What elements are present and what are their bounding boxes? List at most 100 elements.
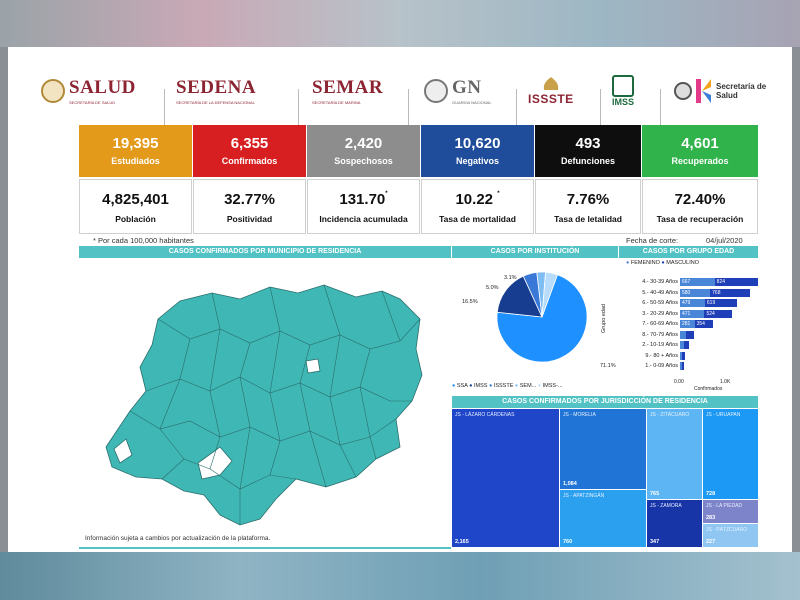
age-bar-femenino[interactable] <box>680 341 685 349</box>
tile-confirmados: 6,355 Confirmados <box>193 125 306 177</box>
divider <box>408 89 409 127</box>
interior-hole-east <box>305 358 321 374</box>
secretaria-salud-logo: Secretaría de Salud <box>674 65 772 117</box>
tile-estudiados: 19,395 Estudiados <box>79 125 192 177</box>
imss-emblem-icon <box>612 75 634 97</box>
age-group-label: 2.- 10-19 Años <box>642 342 678 348</box>
michoacan-state-shape <box>105 284 423 526</box>
age-row: 4.- 30-39 Años 667 824 <box>614 278 774 287</box>
age-bar-masculino[interactable] <box>682 362 685 370</box>
age-bar-femenino[interactable] <box>680 351 683 360</box>
kpi-poblacion: 4,825,401 Población <box>79 179 192 234</box>
tile-sospechosos: 2,420 Sospechosos <box>307 125 420 177</box>
dashboard-card: SALUD SECRETARÍA DE SALUD SEDENA SECRETA… <box>8 47 792 552</box>
kpi-letalidad: 7.76% Tasa de letalidad <box>535 179 641 234</box>
pie-label: 16.5% <box>462 299 478 305</box>
sedena-logo: SEDENA SECRETARÍA DE LA DEFENSA NACIONAL <box>176 77 257 105</box>
age-x-tick-0: 0.00 <box>674 379 684 385</box>
kpi-recuperacion: 72.40% Tasa de recuperación <box>642 179 758 234</box>
issste-emblem-icon <box>543 77 559 90</box>
tile-negativos: 10,620 Negativos <box>421 125 534 177</box>
state-seal-icon <box>674 82 692 100</box>
age-row: 8.- 70-79 Años <box>614 330 774 340</box>
pie-legend: ● SSA ● IMSS ● ISSSTE ● SEM... ● IMSS-..… <box>452 383 563 389</box>
age-bar-masculino[interactable]: 824 <box>714 278 758 286</box>
pie-slice-imss[interactable] <box>496 275 543 318</box>
legend-dot-icon: ● <box>452 383 456 389</box>
background-top-strip <box>0 0 800 47</box>
treemap-cell-apatzingan[interactable]: JS - APATZINGÁN 760 <box>560 490 646 547</box>
age-row: 3.- 20-29 Años 471 524 <box>614 309 774 319</box>
section-bar-institution: CASOS POR INSTITUCIÓN <box>452 246 618 258</box>
kpi-incidencia: 131.70* Incidencia acumulada <box>307 179 420 234</box>
legend-dot-icon: ● <box>469 383 473 389</box>
pie-label: 3.1% <box>504 275 517 281</box>
divider <box>660 89 661 127</box>
age-bar-femenino[interactable]: 471 <box>680 309 705 318</box>
age-bar-masculino[interactable]: 619 <box>704 299 738 307</box>
age-bar-masculino[interactable] <box>684 341 689 349</box>
age-bar-masculino[interactable]: 354 <box>694 320 714 328</box>
legend-dot-icon: ● <box>626 260 630 266</box>
age-row: 9.- 80 + Años <box>614 351 774 361</box>
age-bar-femenino[interactable]: 479 <box>680 299 705 307</box>
treemap-cell-patzcuaro[interactable]: JS - PÁTZCUARO 227 <box>703 524 758 547</box>
age-row: 1.- 0-09 Años <box>614 362 774 371</box>
pie-slice-ssa[interactable] <box>496 274 588 363</box>
background-bottom-strip <box>0 552 800 600</box>
age-bar-femenino[interactable]: 580 <box>680 288 711 297</box>
kpi-positividad: 32.77% Positividad <box>193 179 306 234</box>
age-bar-masculino[interactable] <box>682 351 686 360</box>
divider <box>516 89 517 127</box>
age-bar-masculino[interactable]: 768 <box>710 288 751 297</box>
treemap-cell-morelia[interactable]: JS - MORELIA 1,084 <box>560 409 646 489</box>
treemap-cell-zamora[interactable]: JS - ZAMORA 347 <box>647 500 702 547</box>
legend-dot-icon: ● <box>661 260 665 266</box>
municipality-map <box>105 284 423 526</box>
age-x-tick-1: 1.0K <box>720 379 731 385</box>
cutoff-date: 04/jul/2020 <box>706 236 743 245</box>
age-group-label: 9.- 80 + Años <box>645 352 678 359</box>
institution-pie-chart: 71.1% 16.5% 5.0% 3.1% <box>462 271 616 369</box>
age-group-label: 6.- 50-59 Años <box>642 300 678 306</box>
disclaimer: Información sujeta a cambios por actuali… <box>85 535 271 542</box>
divider <box>298 89 299 127</box>
eagle-seal-icon <box>41 79 65 103</box>
age-bar-masculino[interactable]: 524 <box>704 309 732 318</box>
age-y-label: Grupo edad <box>601 303 607 333</box>
municipality-borders <box>129 284 421 525</box>
divider <box>164 89 165 127</box>
age-row: 7.- 60-69 Años 281 354 <box>614 320 774 329</box>
section-bar-map: CASOS CONFIRMADOS POR MUNICIPIO DE RESID… <box>79 246 451 258</box>
age-bar-femenino[interactable] <box>680 362 682 370</box>
imss-logo: IMSS <box>612 65 634 117</box>
tile-defunciones: 493 Defunciones <box>535 125 641 177</box>
gn-seal-icon <box>424 79 448 103</box>
age-bar-masculino[interactable] <box>686 330 695 339</box>
issste-logo: ISSSTE <box>528 65 574 117</box>
pie-label: 5.0% <box>486 285 499 291</box>
kpi-mortalidad: 10.22 * Tasa de mortalidad <box>421 179 534 234</box>
treemap-cell-lazaro-cardenas[interactable]: JS - LÁZARO CÁRDENAS 2,165 <box>452 409 559 547</box>
pie-slice-imss[interactable] <box>541 271 558 318</box>
age-group-label: 1.- 0-09 Años <box>645 363 678 369</box>
age-bar-femenino[interactable] <box>680 330 687 339</box>
age-bar-femenino[interactable]: 281 <box>680 320 695 328</box>
pie-label: 71.1% <box>600 363 616 369</box>
cutoff-label: Fecha de corte: <box>626 236 679 245</box>
header-logos: SALUD SECRETARÍA DE SALUD SEDENA SECRETA… <box>8 65 792 127</box>
map-bottom-rule <box>79 547 451 549</box>
age-group-label: 5.- 40-49 Años <box>642 289 678 296</box>
age-group-label: 3.- 20-29 Años <box>642 310 678 317</box>
age-bar-femenino[interactable]: 667 <box>680 278 715 286</box>
legend-dot-icon: ● <box>537 383 542 389</box>
treemap-cell-uruapan[interactable]: JS - URUAPAN 728 <box>703 409 758 499</box>
tile-recuperados: 4,601 Recuperados <box>642 125 758 177</box>
age-x-label: Confirmados <box>694 386 723 392</box>
divider <box>600 89 601 127</box>
treemap-cell-zitacuaro[interactable]: JS - ZITÁCUARO 765 <box>647 409 702 499</box>
footnote: * Por cada 100,000 habitantes <box>93 236 194 245</box>
section-bar-jurisdiction: CASOS CONFIRMADOS POR JURISDICCIÓN DE RE… <box>452 396 758 408</box>
treemap-cell-la-piedad[interactable]: JS - LA PIEDAD 283 <box>703 500 758 523</box>
legend-dot-icon: ● <box>514 383 519 389</box>
